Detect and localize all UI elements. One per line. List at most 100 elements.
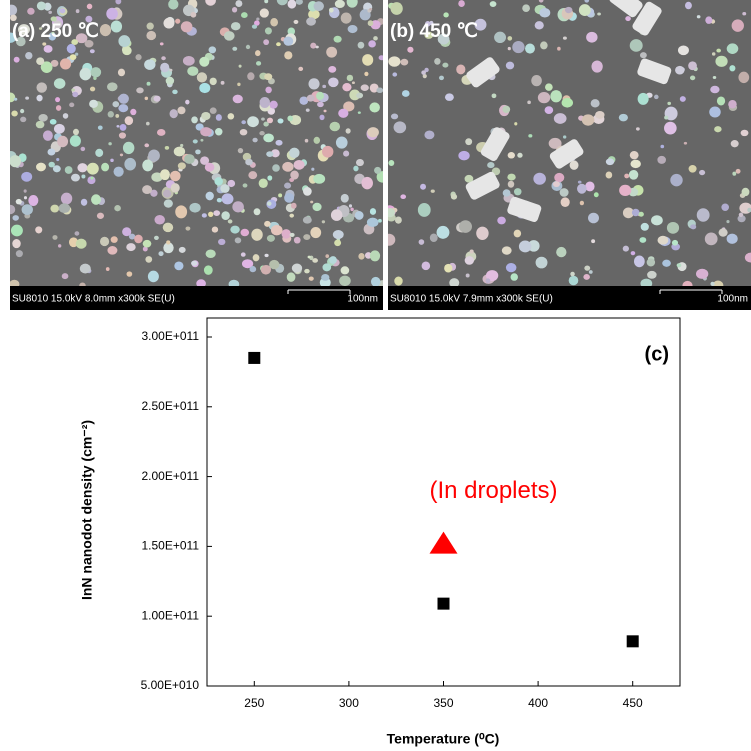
nanodot xyxy=(13,97,18,101)
nanodot xyxy=(291,263,303,273)
nanodot xyxy=(310,226,322,239)
nanodot xyxy=(334,0,345,9)
nanodot xyxy=(624,173,630,179)
nanodot xyxy=(163,242,174,254)
nanodot xyxy=(15,250,23,258)
nanodot xyxy=(505,61,515,70)
nanodot xyxy=(169,109,178,119)
nanodot xyxy=(38,114,48,122)
nanodot xyxy=(146,81,151,86)
nanodot xyxy=(535,256,548,269)
crystal xyxy=(632,1,662,36)
nanodot xyxy=(307,255,311,259)
nanodot xyxy=(124,157,137,171)
nanodot xyxy=(388,160,395,167)
nanodot xyxy=(731,19,744,32)
nanodot xyxy=(635,127,640,131)
nanodot xyxy=(253,208,261,216)
nanodot xyxy=(267,175,273,181)
nanodot xyxy=(75,33,88,44)
nanodot xyxy=(195,149,201,155)
nanodot xyxy=(712,75,717,79)
nanodot xyxy=(304,138,309,143)
nanodot xyxy=(664,121,677,135)
nanodot xyxy=(533,172,546,185)
nanodot xyxy=(544,106,554,114)
nanodot xyxy=(548,137,562,149)
nanodot xyxy=(501,246,512,255)
nanodot xyxy=(49,119,57,125)
nanodot xyxy=(191,116,198,124)
nanodot xyxy=(105,267,110,272)
nanodot xyxy=(561,97,574,108)
nanodot xyxy=(216,198,222,203)
nanodot xyxy=(666,221,680,234)
nanodot xyxy=(25,51,33,60)
nanodot xyxy=(306,94,315,102)
nanodot xyxy=(170,170,181,182)
nanodot xyxy=(21,171,33,182)
nanodot xyxy=(36,82,48,93)
nanodot xyxy=(161,56,166,61)
scale-text: 100nm xyxy=(347,294,378,305)
nanodot xyxy=(712,280,724,286)
nanodot xyxy=(35,120,45,129)
nanodot xyxy=(227,179,236,188)
x-tick-label: 400 xyxy=(528,696,548,710)
nanodot xyxy=(287,0,297,9)
nanodot xyxy=(562,36,567,40)
nanodot xyxy=(61,273,69,280)
nanodot xyxy=(71,39,79,46)
nanodot xyxy=(593,192,599,198)
nanodot xyxy=(170,183,180,193)
nanodot xyxy=(369,83,379,93)
nanodot xyxy=(662,259,671,267)
nanodot xyxy=(10,32,17,43)
nanodot xyxy=(595,111,605,119)
nanodot xyxy=(369,250,381,262)
nanodot xyxy=(369,208,377,215)
nanodot xyxy=(625,16,631,22)
nanodot xyxy=(630,159,641,169)
nanodot xyxy=(560,197,570,208)
nanodot xyxy=(369,102,380,113)
nanodot xyxy=(135,54,142,61)
nanodot xyxy=(476,226,489,240)
nanodot xyxy=(53,20,62,29)
nanodot xyxy=(554,172,565,183)
nanodot xyxy=(545,83,553,91)
nanodot xyxy=(537,92,551,104)
nanodot xyxy=(64,166,73,174)
nanodot xyxy=(283,36,294,46)
nanodot xyxy=(329,256,337,264)
nanodot xyxy=(85,15,93,23)
nanodot xyxy=(146,22,154,30)
nanodot xyxy=(376,171,383,183)
nanodot xyxy=(630,251,636,256)
nanodot xyxy=(122,46,132,56)
nanodot xyxy=(254,20,260,26)
panel-label: (b) 450 ℃ xyxy=(390,21,478,42)
nanodot xyxy=(358,253,365,260)
nanodot xyxy=(282,161,294,172)
nanodot xyxy=(154,215,165,225)
nanodot xyxy=(329,7,334,13)
nanodot xyxy=(259,8,269,18)
nanodot xyxy=(313,1,324,12)
nanodot xyxy=(260,265,271,275)
nanodot xyxy=(264,0,269,4)
nanodot xyxy=(534,21,544,30)
nanodot xyxy=(512,40,525,54)
nanodot xyxy=(237,82,241,87)
nanodot xyxy=(450,193,458,200)
nanodot xyxy=(563,135,567,139)
nanodot xyxy=(209,77,217,86)
nanodot xyxy=(709,106,721,118)
nanodot xyxy=(184,154,195,164)
nanodot xyxy=(269,100,278,109)
nanodot xyxy=(394,216,402,224)
nanodot xyxy=(354,211,364,220)
nanodot xyxy=(173,146,186,157)
nanodot xyxy=(688,61,697,71)
nanodot xyxy=(742,12,747,16)
